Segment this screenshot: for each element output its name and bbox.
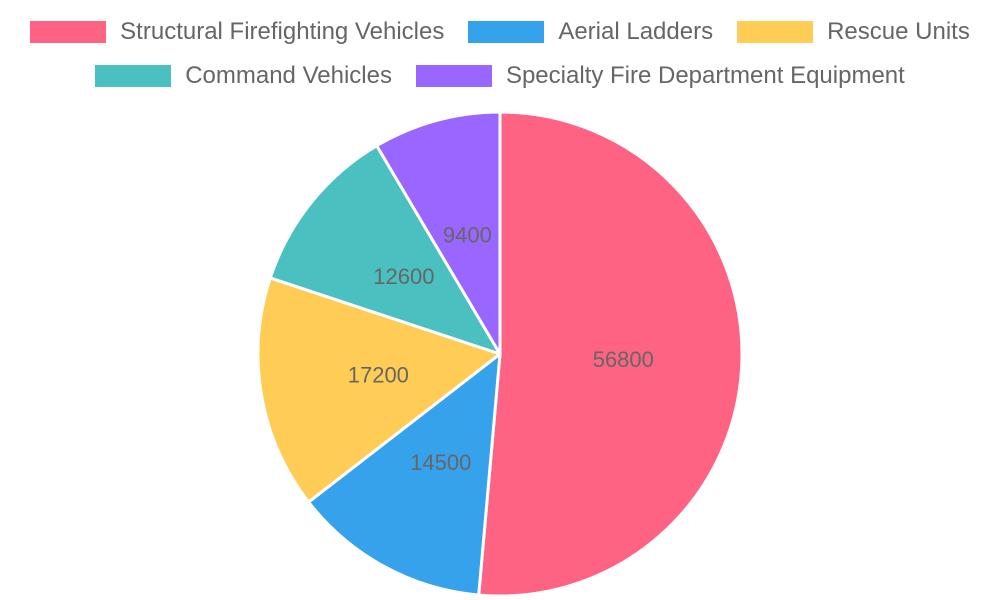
legend-swatch-command-vehicles	[95, 65, 172, 87]
pie-slice-label-aerial-ladders: 14500	[410, 450, 471, 475]
legend-row-2: Command Vehicles Specialty Fire Departme…	[0, 54, 1000, 98]
pie-slice-label-structural-firefighting-vehicles: 56800	[593, 347, 654, 372]
legend-item-specialty-fire-department-equipment[interactable]: Specialty Fire Department Equipment	[415, 62, 905, 90]
legend-label-aerial-ladders: Aerial Ladders	[558, 18, 714, 45]
legend-item-rescue-units[interactable]: Rescue Units	[737, 18, 970, 46]
legend-swatch-aerial-ladders	[468, 21, 545, 43]
chart-legend: Structural Firefighting Vehicles Aerial …	[0, 0, 1000, 100]
pie-slice-structural-firefighting-vehicles[interactable]	[477, 110, 744, 598]
legend-label-specialty-fire-department-equipment: Specialty Fire Department Equipment	[505, 62, 905, 89]
legend-row-1: Structural Firefighting Vehicles Aerial …	[0, 10, 1000, 54]
legend-swatch-rescue-units	[737, 21, 814, 43]
legend-item-command-vehicles[interactable]: Command Vehicles	[95, 62, 392, 90]
legend-label-rescue-units: Rescue Units	[827, 18, 970, 45]
pie-slice-label-specialty-fire-department-equipment: 9400	[443, 222, 492, 247]
legend-swatch-structural-firefighting-vehicles	[30, 21, 107, 43]
pie-slice-label-command-vehicles: 12600	[373, 264, 434, 289]
legend-item-structural-firefighting-vehicles[interactable]: Structural Firefighting Vehicles	[30, 18, 444, 46]
legend-swatch-specialty-fire-department-equipment	[415, 65, 492, 87]
pie-slice-label-rescue-units: 17200	[348, 362, 409, 387]
legend-label-structural-firefighting-vehicles: Structural Firefighting Vehicles	[120, 18, 445, 45]
pie-slice-rescue-units[interactable]	[256, 276, 502, 504]
legend-label-command-vehicles: Command Vehicles	[185, 62, 392, 89]
pie-slice-command-vehicles[interactable]	[268, 144, 502, 356]
pie-slice-aerial-ladders[interactable]	[307, 352, 502, 597]
legend-item-aerial-ladders[interactable]: Aerial Ladders	[468, 18, 713, 46]
pie-slice-specialty-fire-department-equipment[interactable]	[375, 110, 502, 356]
